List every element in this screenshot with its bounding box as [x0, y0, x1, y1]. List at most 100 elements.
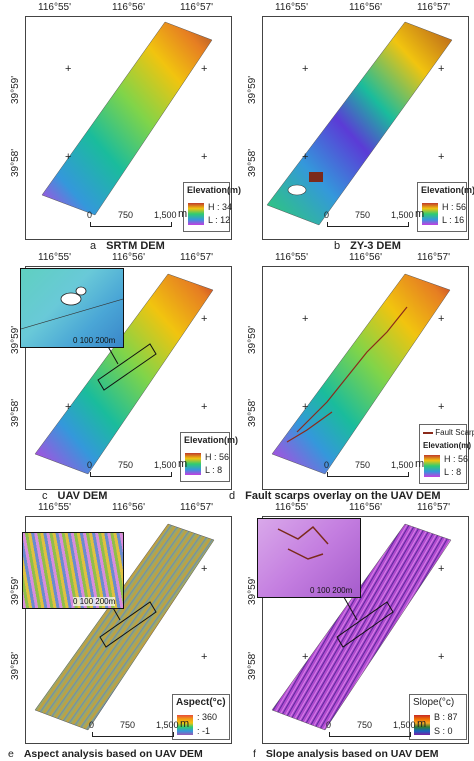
grid-cross: + [302, 63, 309, 75]
grid-cross: + [438, 151, 445, 163]
legend-low: L : 16 [442, 215, 465, 225]
lon-label-1: 116°55' [38, 502, 71, 513]
aspect-raster [34, 523, 215, 731]
scale-end: 1,500 [393, 720, 416, 730]
scale-end: 1,500 [391, 210, 414, 220]
grid-cross: + [201, 151, 208, 163]
legend-low: L : 12 [208, 215, 231, 225]
legend-e: Aspect(°c) : 360 : -1 [172, 694, 230, 740]
lon-label-3: 116°57' [417, 502, 450, 513]
scale-unit: m [417, 718, 427, 730]
grid-cross: + [65, 151, 72, 163]
zoom-inset-c: 0 100 200m [20, 268, 124, 348]
legend-b: Elevation(m) H : 56 L : 16 [417, 182, 474, 232]
panel-a: 116°55' 116°56' 116°57' 39°59' 39°58' + … [0, 0, 241, 252]
lon-label-3: 116°57' [180, 2, 213, 13]
legend-high: : 360 [197, 712, 218, 722]
grid-cross: + [302, 401, 309, 413]
legend-title: Slope(°c) [413, 697, 455, 708]
scale-mid: 750 [355, 210, 371, 220]
legend-low: S : 0 [434, 726, 453, 736]
panel-f: 116°55' 116°56' 116°57' 39°59' 39°58' 0 … [237, 502, 474, 761]
legend-high: B : 87 [434, 712, 458, 722]
scale-end: 1,500 [156, 720, 179, 730]
caption-text: UAV DEM [57, 490, 108, 502]
grid-cross: + [65, 63, 72, 75]
scale-end: 1,500 [391, 460, 414, 470]
caption-c: c UAV DEM [42, 490, 107, 502]
legend-high: H : 34 [208, 202, 233, 212]
grid-cross: + [302, 651, 309, 663]
zoom-inset-e: 0 100 200m [22, 532, 124, 609]
scale-bar-d: 0 750 1,500 m [324, 458, 424, 480]
grid-cross: + [201, 63, 208, 75]
scale-bar-c: 0 750 1,500 m [87, 458, 187, 480]
grid-cross: + [65, 401, 72, 413]
legend-low: : -1 [197, 726, 211, 736]
lon-label-2: 116°56' [349, 2, 382, 13]
caption-letter: c [42, 490, 48, 502]
legend-c: Elevation(m) H : 56 L : 8 [180, 432, 238, 482]
lon-label-1: 116°55' [275, 252, 308, 263]
legend-a: Elevation(m) H : 34 L : 12 [183, 182, 241, 232]
inset-scale: 0 100 200m [310, 586, 353, 595]
legend-low: L : 8 [205, 465, 223, 475]
scale-unit: m [178, 458, 188, 470]
caption-text: Slope analysis based on UAV DEM [265, 748, 439, 760]
color-ramp [422, 203, 438, 225]
legend-title: Elevation(m) [423, 441, 472, 450]
scale-mid: 750 [355, 460, 371, 470]
scale-zero: 0 [324, 460, 330, 470]
scale-bar-e: 0 750 1,500 m [89, 718, 189, 740]
scale-end: 1,500 [154, 210, 177, 220]
caption-text: Fault scarps overlay on the UAV DEM [245, 490, 441, 502]
grid-cross: + [438, 63, 445, 75]
legend-high: H : 56 [444, 454, 469, 464]
zoom-inset-f: 0 100 200m [257, 518, 361, 598]
legend-high: H : 56 [442, 202, 467, 212]
inset-detail [21, 286, 123, 330]
scale-mid: 750 [118, 210, 134, 220]
lon-label-1: 116°55' [38, 2, 71, 13]
legend-title: Aspect(°c) [176, 697, 226, 708]
lon-label-2: 116°56' [349, 252, 382, 263]
scale-unit: m [415, 458, 425, 470]
inset-scale: 0 100 200m [73, 597, 116, 606]
caption-text: ZY-3 DEM [350, 240, 401, 252]
caption-letter: d [229, 490, 236, 502]
grid-cross: + [438, 313, 445, 325]
legend-f: Slope(°c) B : 87 S : 0 [409, 694, 467, 740]
caption-letter: f [253, 748, 256, 760]
panel-e: 116°55' 116°56' 116°57' 39°59' 39°58' 0 … [0, 502, 237, 761]
legend-title: Elevation(m) [421, 185, 474, 195]
color-ramp [188, 203, 204, 225]
inset-scale: 0 100 200m [73, 336, 116, 345]
caption-f: f Slope analysis based on UAV DEM [253, 748, 438, 760]
zy3-dem-raster [266, 21, 453, 226]
caption-e: e Aspect analysis based on UAV DEM [8, 748, 203, 760]
caption-text: Aspect analysis based on UAV DEM [23, 748, 203, 760]
scale-mid: 750 [118, 460, 134, 470]
caption-letter: e [8, 748, 14, 760]
grid-cross: + [201, 563, 208, 575]
lon-label-2: 116°56' [112, 252, 145, 263]
color-ramp [185, 453, 201, 475]
legend-d: Fault Scarp Elevation(m) H : 56 L : 8 [419, 424, 474, 484]
legend-low: L : 8 [444, 467, 462, 477]
grid-cross: + [302, 151, 309, 163]
scale-mid: 750 [357, 720, 373, 730]
caption-b: b ZY-3 DEM [334, 240, 401, 252]
lon-label-2: 116°56' [112, 502, 145, 513]
legend-high: H : 56 [205, 452, 230, 462]
color-ramp [424, 455, 440, 477]
caption-text: SRTM DEM [106, 240, 165, 252]
scale-end: 1,500 [154, 460, 177, 470]
scale-unit: m [178, 208, 188, 220]
caption-d: d Fault scarps overlay on the UAV DEM [229, 490, 441, 502]
scale-zero: 0 [326, 720, 332, 730]
fault-label: Fault Scarp [435, 428, 474, 437]
scale-unit: m [180, 718, 190, 730]
lon-label-3: 116°57' [417, 2, 450, 13]
lon-label-2: 116°56' [112, 2, 145, 13]
uav-dem-fault-raster [271, 273, 451, 475]
